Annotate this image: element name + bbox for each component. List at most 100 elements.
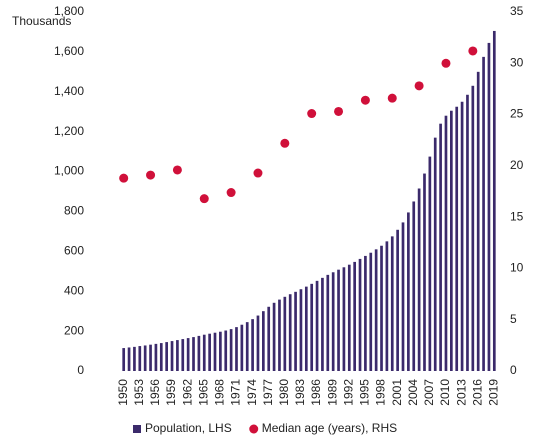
bar (122, 348, 126, 371)
x-tick-label: 2019 (486, 379, 500, 406)
y-tick-label: 600 (64, 244, 84, 258)
bar (304, 286, 308, 371)
y-tick-label: 200 (64, 323, 84, 337)
legend-label: Median age (years), RHS (262, 421, 397, 435)
bar (165, 342, 168, 371)
bar (181, 339, 185, 371)
bar (433, 137, 437, 371)
bar (369, 252, 373, 371)
y-tick-label: 1,600 (54, 44, 84, 58)
bar (159, 343, 163, 371)
y-tick-label: 1,800 (54, 4, 84, 18)
y2-tick-label: 20 (510, 158, 524, 172)
bar (476, 71, 480, 371)
bar (170, 341, 174, 371)
y-tick-label: 1,000 (54, 164, 84, 178)
point (253, 168, 263, 178)
bar (229, 329, 233, 371)
bar (224, 330, 228, 371)
y-tick-label: 800 (64, 204, 84, 218)
bar (423, 173, 426, 371)
x-tick-label: 1968 (213, 379, 227, 406)
bar (133, 346, 136, 371)
bar (353, 261, 356, 371)
bar (342, 267, 346, 371)
x-tick-label: 1998 (374, 379, 388, 406)
bar (235, 327, 238, 371)
x-tick-label: 1965 (196, 379, 210, 406)
bar (417, 188, 421, 371)
y2-tick-label: 10 (510, 261, 524, 275)
bar (149, 344, 152, 371)
bar (127, 347, 131, 371)
point (307, 109, 317, 119)
y-axis-label: Thousands (12, 14, 71, 28)
bar (455, 106, 459, 371)
bar (283, 296, 287, 371)
x-tick-label: 2016 (470, 379, 484, 406)
point (119, 173, 129, 183)
point (414, 81, 424, 91)
bar (385, 241, 389, 371)
point (280, 138, 290, 148)
bar (471, 85, 475, 372)
point (468, 46, 478, 56)
point (199, 194, 209, 204)
x-tick-label: 1992 (341, 379, 355, 406)
point (334, 106, 344, 116)
bar (310, 283, 314, 371)
bar (444, 115, 448, 371)
bar (487, 42, 491, 372)
bar (213, 332, 217, 371)
bar (138, 346, 142, 371)
bar (315, 280, 319, 371)
legend-label: Population, LHS (145, 421, 232, 435)
point (360, 95, 370, 105)
point (441, 58, 451, 68)
x-tick-label: 1986 (309, 379, 323, 406)
legend-marker (249, 424, 259, 434)
bar (374, 249, 378, 371)
x-tick-label: 2001 (390, 379, 404, 406)
x-tick-label: 1959 (164, 379, 178, 406)
x-tick-label: 1950 (116, 379, 130, 406)
bar (192, 337, 195, 371)
y-tick-label: 1,200 (54, 124, 84, 138)
x-tick-label: 1977 (261, 379, 275, 406)
bar (245, 322, 249, 371)
bar (272, 302, 276, 371)
y2-tick-label: 35 (510, 4, 524, 18)
bar (326, 274, 330, 371)
point (172, 165, 182, 175)
point (226, 188, 236, 198)
bar (219, 331, 222, 371)
x-tick-label: 1983 (293, 379, 307, 406)
x-tick-label: 2007 (422, 379, 436, 406)
bar (208, 333, 211, 371)
bar (331, 272, 335, 371)
bar (294, 291, 297, 371)
y2-tick-label: 15 (510, 209, 524, 223)
bar (256, 315, 260, 371)
point (146, 170, 156, 180)
x-tick-label: 2010 (438, 379, 452, 406)
bar (450, 110, 453, 371)
x-tick-label: 1953 (132, 379, 146, 406)
bar (390, 236, 394, 371)
bar (347, 264, 351, 371)
y2-tick-label: 25 (510, 107, 524, 121)
bar (364, 255, 367, 371)
bar (197, 335, 201, 371)
bar (396, 229, 399, 371)
bar (262, 311, 265, 371)
x-tick-label: 1980 (277, 379, 291, 406)
bar (267, 306, 271, 371)
bar (288, 294, 292, 371)
bar (176, 340, 179, 371)
bar (154, 343, 158, 371)
bar (202, 334, 206, 371)
y-tick-label: 0 (77, 363, 84, 377)
bar (439, 123, 442, 371)
bar (482, 56, 485, 371)
